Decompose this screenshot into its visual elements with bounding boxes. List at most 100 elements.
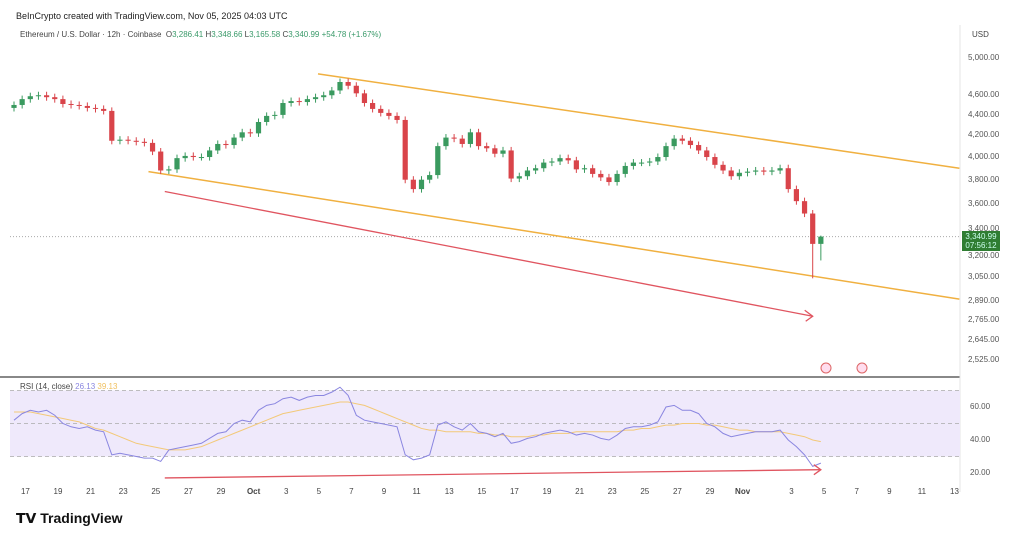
candle: [622, 165, 628, 174]
open-value: 3,286.41: [172, 30, 204, 39]
current-price-tag: 3,340.99 07:56:12: [962, 231, 1000, 251]
candle: [101, 108, 107, 111]
date-tick-label: Oct: [246, 487, 261, 496]
candle: [174, 158, 180, 170]
channel-upper-line: [317, 73, 960, 169]
candle: [370, 103, 376, 109]
candle: [125, 139, 131, 141]
candle: [696, 145, 702, 151]
candle: [647, 161, 653, 163]
candle: [785, 168, 791, 190]
price-tick-label: 3,800.00: [968, 174, 1000, 184]
candle: [728, 170, 734, 177]
candle: [141, 141, 147, 143]
price-tick-label: 4,200.00: [968, 130, 1000, 140]
candle: [60, 99, 66, 104]
rsi-tick-label: 40.00: [970, 435, 991, 444]
us-flag-icon: [856, 362, 868, 374]
bullish-divergence-arrow: [164, 469, 821, 479]
candle: [296, 101, 302, 103]
candle: [573, 160, 579, 170]
brand-name: TradingView: [40, 510, 123, 526]
candle: [109, 110, 115, 141]
date-tick-label: 27: [672, 487, 682, 496]
candle: [769, 170, 775, 172]
rsi-value: 26.13: [75, 382, 96, 391]
tradingview-logo[interactable]: 𝗧𝗩 TradingView: [16, 510, 123, 527]
date-tick-label: 19: [542, 487, 552, 496]
candle: [361, 93, 368, 104]
candle: [581, 168, 588, 170]
candle: [443, 137, 449, 147]
candle: [524, 170, 531, 177]
date-tick-label: 13: [950, 487, 959, 496]
candle: [818, 236, 824, 244]
candle: [247, 132, 253, 134]
candle: [712, 157, 718, 165]
candle: [272, 114, 278, 116]
price-tick-label: 3,600.00: [968, 198, 1000, 208]
date-tick-label: 17: [20, 487, 30, 496]
candle: [508, 150, 514, 179]
candle: [19, 99, 25, 105]
date-tick-label: 21: [86, 487, 96, 496]
candle: [753, 170, 759, 172]
candle: [27, 96, 33, 100]
candle: [606, 177, 612, 183]
candle: [239, 132, 245, 138]
candle: [353, 85, 359, 94]
price-tick-label: 4,400.00: [968, 109, 1000, 119]
candle: [761, 170, 767, 172]
candle: [549, 161, 555, 163]
candle: [207, 150, 213, 158]
tv-logo-icon: 𝗧𝗩: [16, 510, 41, 526]
candle: [166, 169, 172, 171]
candle: [704, 150, 710, 158]
low-value: 3,165.58: [249, 30, 281, 39]
us-flag-icon: [820, 362, 832, 374]
high-value: 3,348.66: [211, 30, 243, 39]
candle: [288, 101, 294, 104]
date-tick-label: 3: [283, 487, 289, 496]
date-tick-label: 5: [316, 487, 322, 496]
candle: [255, 121, 262, 134]
candle: [614, 173, 620, 183]
rsi-tick-label: 20.00: [970, 468, 991, 477]
candle: [378, 108, 384, 113]
candle: [198, 157, 205, 159]
candle: [630, 162, 636, 166]
date-tick-label: 23: [607, 487, 617, 496]
candle: [736, 172, 742, 177]
candle: [321, 95, 327, 98]
close-label: C: [282, 30, 289, 39]
open-label: O: [165, 30, 173, 39]
candle: [337, 82, 343, 91]
candle: [386, 112, 392, 116]
date-tick-label: 17: [509, 487, 519, 496]
candle: [52, 97, 58, 100]
candle: [44, 95, 50, 98]
candle: [190, 155, 196, 158]
candle: [557, 158, 563, 162]
price-tick-label: 2,890.00: [968, 295, 1000, 305]
date-tick-label: 11: [917, 487, 927, 496]
date-tick-label: 9: [887, 487, 892, 496]
symbol-legend: Ethereum / U.S. Dollar · 12h · Coinbase …: [20, 30, 381, 39]
candle: [451, 137, 457, 139]
candle: [720, 164, 726, 171]
candle: [679, 138, 685, 141]
candle: [11, 104, 17, 108]
candle: [68, 103, 74, 105]
rsi-ma-value: 39.13: [97, 382, 118, 391]
candle: [435, 146, 441, 176]
date-tick-label: 9: [381, 487, 387, 496]
candle: [394, 115, 400, 120]
candle: [117, 139, 123, 141]
price-tick-label: 2,765.00: [968, 315, 1000, 325]
currency-label[interactable]: USD: [972, 30, 989, 39]
price-tick-label: 3,400.00: [968, 223, 1000, 233]
candle: [533, 168, 539, 171]
candle: [793, 189, 799, 202]
low-label: L: [244, 30, 250, 39]
